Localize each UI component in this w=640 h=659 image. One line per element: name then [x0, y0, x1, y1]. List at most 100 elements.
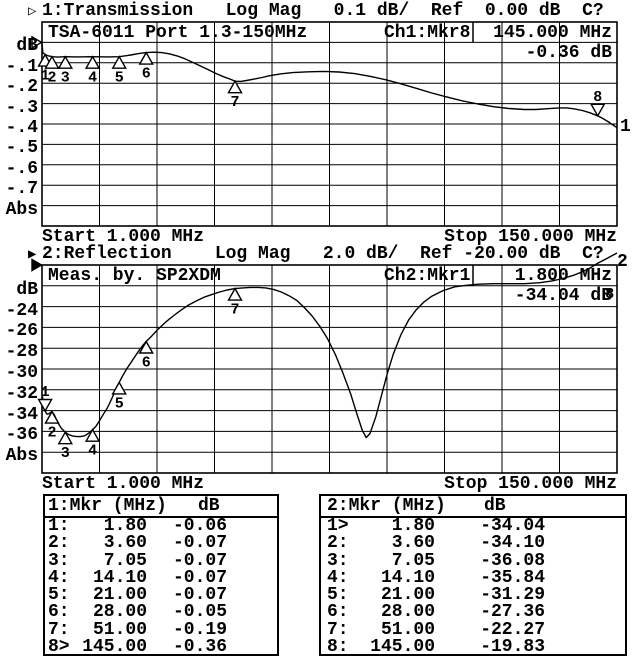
ch1-start-frequency: Start 1.000 MHz [42, 227, 205, 247]
marker-frequency: 7.05 [103, 550, 147, 571]
marker-value: -0.07 [172, 567, 227, 588]
marker-7-icon [227, 287, 243, 301]
marker-number: 2: [48, 533, 70, 554]
marker-value: -0.06 [172, 516, 227, 536]
marker-table-row: 4: 14.10 -0.07 [45, 567, 277, 588]
marker-number: 1> [327, 516, 349, 536]
marker-1-number: 1 [41, 68, 50, 85]
ch1-table-title: 1:Mkr (MHz) [48, 496, 167, 516]
ch1-ref-level-icon [31, 35, 43, 50]
channel1-indicator-icon: ▷ [28, 4, 37, 20]
marker-frequency: 145.00 [82, 637, 147, 658]
ch2-marker-table-header: 2:Mkr (MHz) dB [321, 496, 625, 518]
marker-frequency: 3.60 [103, 533, 147, 554]
marker-value: -0.07 [172, 550, 227, 571]
ch1-scale-label: -.2 [5, 77, 38, 98]
marker-8-number: 8 [593, 89, 602, 106]
ch2-scale-label: -30 [5, 363, 38, 383]
marker-value: -31.29 [480, 585, 545, 606]
marker-number: 8: [327, 637, 349, 658]
marker-7-icon [227, 79, 243, 94]
marker-table-row: 5: 21.00 -31.29 [321, 585, 625, 606]
marker-6-number: 6 [142, 355, 151, 372]
marker-value: -19.83 [480, 637, 545, 658]
trace1 [41, 43, 618, 129]
marker-2-number: 2 [47, 425, 56, 442]
trace2 [41, 252, 618, 439]
ch2-start-frequency: Start 1.000 MHz [42, 474, 205, 494]
marker-8-number: 8 [605, 286, 614, 303]
ch1-title: 1:Transmission Log Mag 0.1 dB/ Ref 0.00 … [42, 1, 604, 21]
marker-3-icon [57, 55, 73, 69]
marker-1-icon [37, 398, 53, 413]
marker-frequency: 1.80 [103, 516, 147, 536]
ch1-scale-label: -.4 [5, 118, 38, 138]
marker-value: -0.05 [172, 602, 227, 623]
marker-value: -36.08 [480, 550, 545, 571]
marker-value: -34.10 [480, 533, 545, 554]
ch2-marker-readout-label: Ch2:Mkr1 [384, 266, 471, 286]
marker-number: 4: [48, 567, 70, 588]
marker-table-row: 2: 3.60 -0.07 [45, 533, 277, 554]
ch1-marker-table: 1:Mkr (MHz) dB 1: 1.80 -0.06 2: 3.60 -0.07 3: 7… [43, 494, 279, 656]
marker-6-icon [138, 340, 154, 354]
marker-table-row: 6: 28.00 -0.05 [45, 602, 277, 623]
ch2-measurement-label: Meas. by. SP2XDM [48, 266, 221, 286]
ch1-scale-label: -.1 [5, 56, 38, 77]
ch2-table-title: 2:Mkr (MHz) [327, 496, 446, 516]
ch2-marker-table: 2:Mkr (MHz) dB 1> 1.80 -34.04 2: 3.60 -34.10 3… [319, 494, 627, 656]
marker-number: 3: [48, 550, 70, 571]
marker-5-icon [111, 380, 127, 395]
ch2-marker-readout-freq: 1.800 MHz [514, 266, 612, 286]
marker-3-number: 3 [61, 445, 70, 462]
marker-value: -0.07 [172, 533, 227, 554]
ch2-marker-table-rows: 1> 1.80 -34.04 2: 3.60 -34.10 3: 7.05 -36.08 4: 14… [321, 516, 625, 658]
ch2-ref-level-icon [31, 258, 43, 272]
ch1-unit-label: dB [16, 36, 38, 57]
ch1-scale-label: -.7 [5, 179, 38, 200]
marker-frequency: 145.00 [370, 637, 435, 658]
marker-frequency: 51.00 [92, 619, 147, 640]
marker-number: 6: [48, 602, 70, 623]
marker-value: -35.84 [480, 567, 545, 588]
ch2-scale-label: -36 [5, 425, 38, 446]
ch2-scale-label: -24 [5, 300, 38, 321]
marker-5-number: 5 [115, 70, 124, 87]
ch1-marker-table-rows: 1: 1.80 -0.06 2: 3.60 -0.07 3: 7.05 -0.07 4: 14.10… [45, 516, 277, 658]
marker-table-row: 8: 145.00 -19.83 [321, 637, 625, 658]
ch2-scale-label: -32 [5, 383, 38, 404]
ch2-abs-label: Abs [5, 446, 38, 467]
marker-3-number: 3 [61, 70, 70, 87]
ch1-marker-readout-label: Ch1:Mkr8 [384, 23, 471, 43]
marker-4-icon [84, 428, 101, 442]
graph1-border [41, 21, 618, 227]
marker-8-icon [590, 103, 606, 118]
marker-frequency: 14.10 [380, 567, 435, 588]
marker-value: -27.36 [480, 602, 545, 623]
marker-number: 7: [327, 619, 349, 640]
marker-value: -34.04 [480, 516, 545, 536]
marker-table-row: 4: 14.10 -35.84 [321, 567, 625, 588]
marker-4-icon [84, 55, 101, 69]
marker-2-number: 2 [47, 70, 56, 87]
marker-number: 2: [327, 533, 349, 554]
marker-6-number: 6 [142, 66, 151, 83]
marker-number: 5: [327, 585, 349, 606]
ch1-marker-readout-value: -0.36 dB [525, 43, 612, 63]
channel2-indicator-icon: ▶ [28, 247, 37, 263]
ch1-measurement-label: TSA-6011 Port 1.3-150MHz [48, 23, 308, 43]
marker-table-row: 7: 51.00 -22.27 [321, 619, 625, 640]
marker-value: -0.36 [172, 637, 227, 658]
marker-table-row: 5: 21.00 -0.07 [45, 585, 277, 606]
ch2-title: 2:Reflection Log Mag 2.0 dB/ Ref -20.00 … [42, 244, 604, 264]
ch1-scale-label: -.3 [5, 97, 38, 118]
marker-7-number: 7 [230, 302, 239, 319]
marker-number: 1: [48, 516, 70, 536]
marker-5-number: 5 [115, 395, 124, 412]
marker-4-number: 4 [88, 443, 97, 460]
marker-2-icon [44, 410, 60, 424]
marker-value: -0.19 [172, 619, 227, 640]
marker-frequency: 21.00 [92, 585, 147, 606]
marker-frequency: 1.80 [391, 516, 435, 536]
